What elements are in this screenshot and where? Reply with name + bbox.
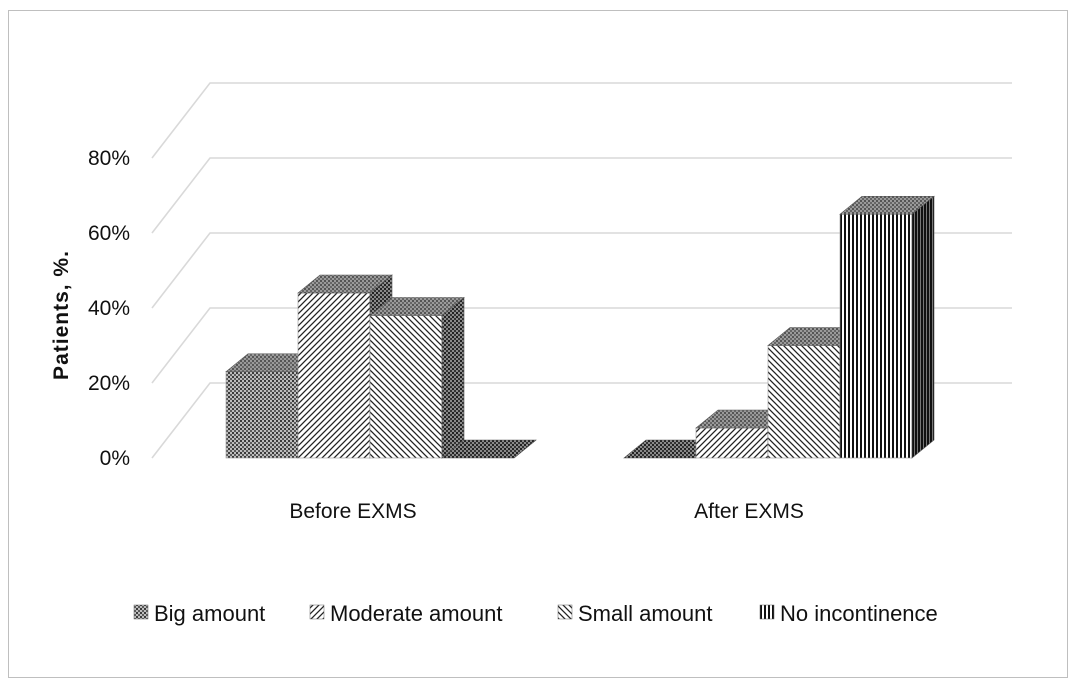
y-tick-label: 0% bbox=[100, 447, 130, 470]
gridline bbox=[151, 82, 1012, 159]
legend-item: No incontinence bbox=[759, 601, 938, 626]
legend-swatch bbox=[759, 604, 775, 620]
legend-item: Moderate amount bbox=[309, 601, 502, 626]
bar bbox=[839, 195, 935, 459]
legend-label: Moderate amount bbox=[330, 601, 502, 626]
x-category-label: After EXMS bbox=[694, 500, 804, 523]
gridlines bbox=[151, 82, 1012, 459]
legend-swatch bbox=[309, 604, 325, 620]
y-tick-label: 40% bbox=[88, 297, 130, 320]
gridline bbox=[151, 382, 1012, 459]
gridline bbox=[151, 307, 1012, 384]
bar bbox=[369, 296, 465, 459]
legend-item: Big amount bbox=[133, 601, 265, 626]
legend: Big amount Moderate amount Small amount No … bbox=[133, 601, 938, 626]
y-tick-label: 20% bbox=[88, 372, 130, 395]
legend-swatch bbox=[557, 604, 573, 620]
bar bbox=[441, 439, 537, 459]
x-axis-categories: Before EXMS After EXMS bbox=[289, 500, 803, 523]
legend-item: Small amount bbox=[557, 601, 713, 626]
x-category-label: Before EXMS bbox=[289, 500, 416, 523]
legend-label: Big amount bbox=[154, 601, 265, 626]
bar bbox=[695, 409, 791, 459]
legend-label: No incontinence bbox=[780, 601, 938, 626]
legend-swatch bbox=[133, 604, 149, 620]
y-tick-label: 60% bbox=[88, 222, 130, 245]
gridline bbox=[151, 232, 1012, 309]
y-tick-label: 80% bbox=[88, 147, 130, 170]
gridline bbox=[151, 157, 1012, 234]
legend-label: Small amount bbox=[578, 601, 713, 626]
y-axis-ticks: 0% 20% 40% 60% 80% bbox=[88, 147, 130, 470]
y-axis-label: Patients, %. bbox=[50, 250, 73, 380]
bars bbox=[225, 195, 935, 459]
